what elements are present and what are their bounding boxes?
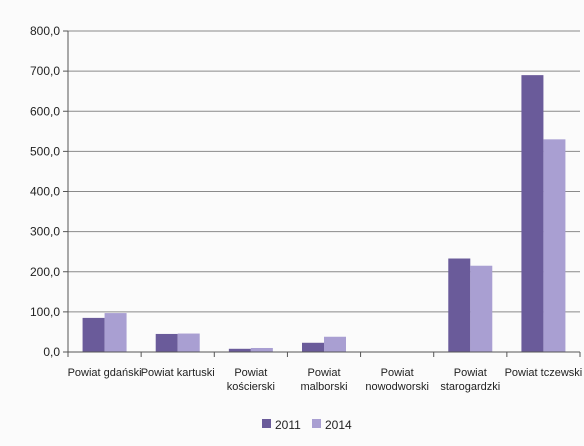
- bar-2011: [448, 258, 471, 352]
- bar-2014: [470, 265, 493, 352]
- x-category-label: malborski: [300, 381, 347, 393]
- gridlines: [68, 30, 580, 313]
- legend-label-2014: 2014: [325, 418, 352, 432]
- bar-2014: [543, 139, 566, 352]
- legend-swatch-2011: [262, 419, 271, 428]
- y-tick-label: 100,0: [30, 305, 60, 319]
- axis-labels: 0,0 100,0 200,0 300,0 400,0 500,0 600,0 700,0 80…: [30, 24, 582, 393]
- legend-swatch-2014: [312, 419, 321, 428]
- x-category-label: nowodworski: [365, 381, 429, 393]
- bar-2014: [177, 333, 200, 352]
- axes: [63, 30, 581, 357]
- bar-2014: [250, 347, 273, 352]
- y-tick-label: 0,0: [43, 345, 60, 359]
- y-tick-label: 200,0: [30, 265, 60, 279]
- bar-2011: [155, 333, 178, 352]
- y-tick-label: 600,0: [30, 104, 60, 118]
- legend: 2011 2014: [262, 418, 352, 432]
- y-tick-label: 800,0: [30, 24, 60, 38]
- legend-label-2011: 2011: [275, 418, 301, 432]
- y-tick-label: 700,0: [30, 64, 60, 78]
- y-tick-label: 300,0: [30, 225, 60, 239]
- y-tick-label: 400,0: [30, 185, 60, 199]
- x-category-label: Powiat gdański: [68, 367, 142, 379]
- bar-2011: [521, 75, 544, 352]
- x-category-label: Powiat kartuski: [141, 367, 215, 379]
- x-category-label: kościerski: [227, 381, 275, 393]
- x-category-label: Powiat: [234, 367, 267, 379]
- bar-2014: [324, 336, 346, 352]
- bars: [82, 75, 566, 352]
- bar-2011: [82, 317, 105, 352]
- x-category-label: Powiat: [307, 367, 340, 379]
- x-category-label: Powiat tczewski: [505, 367, 583, 379]
- x-category-label: Powiat: [381, 367, 414, 379]
- bar-2011: [302, 342, 324, 352]
- bar-2011: [228, 348, 251, 352]
- bar-2014: [104, 313, 127, 352]
- x-category-label: starogardzki: [440, 381, 500, 393]
- x-category-label: Powiat: [454, 367, 487, 379]
- y-tick-label: 500,0: [30, 144, 60, 158]
